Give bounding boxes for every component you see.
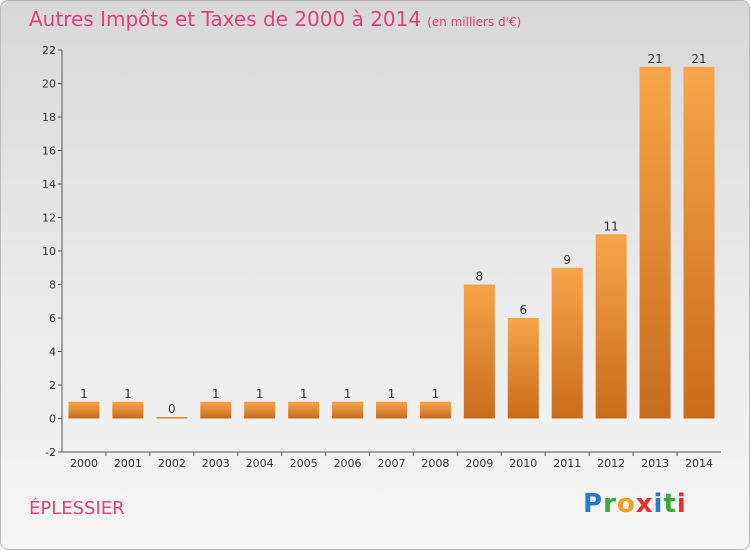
bar (200, 401, 232, 419)
logo-letter: t (663, 489, 677, 519)
logo-letter: r (603, 489, 617, 519)
y-tick-label: 6 (49, 312, 56, 325)
y-tick-label: 20 (42, 78, 56, 91)
x-tick-label: 2009 (465, 457, 493, 470)
data-label: 1 (344, 387, 352, 401)
bar (376, 401, 407, 419)
x-tick-label: 2002 (158, 457, 186, 470)
data-label: 1 (388, 387, 396, 401)
bar (507, 318, 539, 419)
data-label: 1 (256, 387, 264, 401)
bar (463, 284, 495, 419)
bar (244, 401, 276, 419)
data-label: 1 (124, 387, 132, 401)
bar (156, 417, 188, 419)
x-tick-label: 2013 (641, 457, 669, 470)
data-label: 9 (563, 253, 571, 267)
data-label: 21 (647, 52, 662, 66)
data-label: 0 (168, 402, 176, 416)
bar (551, 267, 583, 419)
bar (332, 401, 364, 419)
bar (419, 401, 451, 419)
logo-letter: o (616, 489, 636, 519)
y-tick-label: 22 (42, 44, 56, 57)
chart-subtitle: (en milliers d'€) (427, 15, 522, 29)
x-tick-label: 2001 (114, 457, 142, 470)
data-label: 21 (691, 52, 706, 66)
data-label: 11 (604, 219, 619, 233)
logo-letter: i (676, 489, 687, 519)
x-tick-label: 2008 (421, 457, 449, 470)
bar (683, 66, 715, 419)
y-tick-label: 18 (42, 111, 56, 124)
x-tick-label: 2007 (378, 457, 406, 470)
proxiti-logo: Proxiti (583, 489, 687, 519)
title-text: Autres Impôts et Taxes de 2000 à 2014 (29, 7, 422, 31)
logo-letter: x (635, 489, 654, 519)
data-label: 1 (300, 387, 308, 401)
y-tick-label: 14 (42, 178, 56, 191)
x-tick-label: 2005 (290, 457, 318, 470)
x-tick-label: 2012 (597, 457, 625, 470)
bar (288, 401, 320, 419)
x-tick-label: 2000 (70, 457, 98, 470)
y-tick-label: 0 (49, 413, 56, 426)
y-tick-label: -2 (45, 446, 56, 459)
x-tick-label: 2004 (246, 457, 274, 470)
logo-letter: i (653, 489, 664, 519)
x-tick-label: 2011 (553, 457, 581, 470)
data-label: 1 (80, 387, 88, 401)
data-label: 1 (432, 387, 440, 401)
data-label: 6 (519, 303, 527, 317)
bar (595, 234, 627, 419)
y-tick-label: 2 (49, 379, 56, 392)
x-tick-label: 2014 (685, 457, 713, 470)
x-tick-label: 2006 (334, 457, 362, 470)
y-tick-label: 16 (42, 145, 56, 158)
x-tick-label: 2003 (202, 457, 230, 470)
data-label: 8 (476, 270, 484, 284)
y-tick-label: 8 (49, 279, 56, 292)
data-label: 1 (212, 387, 220, 401)
y-tick-label: 12 (42, 212, 56, 225)
bar (68, 401, 100, 419)
y-tick-label: 10 (42, 245, 56, 258)
bar (639, 66, 671, 419)
x-tick-label: 2010 (509, 457, 537, 470)
logo-letter: P (583, 489, 604, 519)
chart-title: Autres Impôts et Taxes de 2000 à 2014 (en… (29, 7, 521, 31)
y-tick-label: 4 (49, 346, 56, 359)
commune-name: ÉPLESSIER (29, 498, 125, 519)
bar (112, 401, 144, 419)
